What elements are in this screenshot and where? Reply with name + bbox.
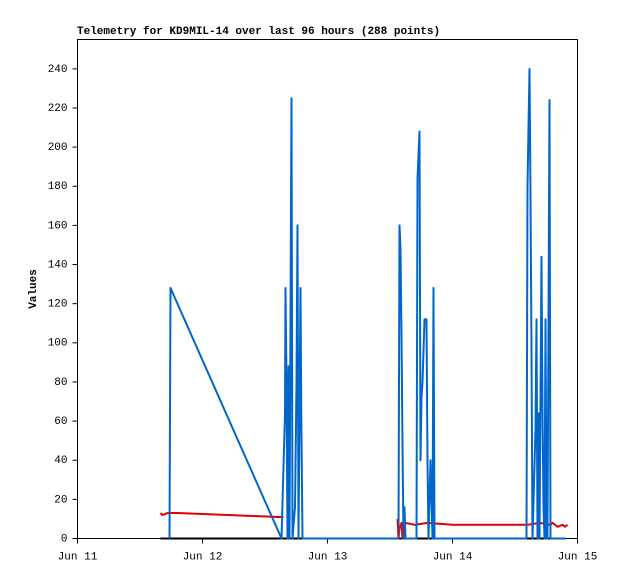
y-tick-label: 200 <box>48 142 68 154</box>
y-tick-label: 180 <box>48 181 68 193</box>
x-tick-label: Jun 11 <box>58 551 98 563</box>
y-tick-label: 20 <box>54 494 67 506</box>
x-tick-label: Jun 12 <box>183 551 223 563</box>
y-tick-label: 140 <box>48 259 68 271</box>
x-tick-label: Jun 14 <box>433 551 473 563</box>
y-tick-label: 100 <box>48 338 68 350</box>
series-line <box>396 518 405 540</box>
y-tick-label: 0 <box>61 533 68 545</box>
chart-title: Telemetry for KD9MIL-14 over last 96 hou… <box>77 26 440 38</box>
y-tick-label: 220 <box>48 103 68 115</box>
series-line <box>168 67 566 540</box>
x-tick-label: Jun 13 <box>308 551 348 563</box>
y-axis-label: Values <box>28 269 40 309</box>
y-tick-label: 40 <box>54 455 67 467</box>
y-tick-label: 80 <box>54 377 67 389</box>
y-tick-label: 120 <box>48 299 68 311</box>
x-tick-label: Jun 15 <box>558 551 598 563</box>
y-tick-label: 240 <box>48 64 68 76</box>
y-tick-label: 160 <box>48 220 68 232</box>
y-tick-label: 60 <box>54 416 67 428</box>
